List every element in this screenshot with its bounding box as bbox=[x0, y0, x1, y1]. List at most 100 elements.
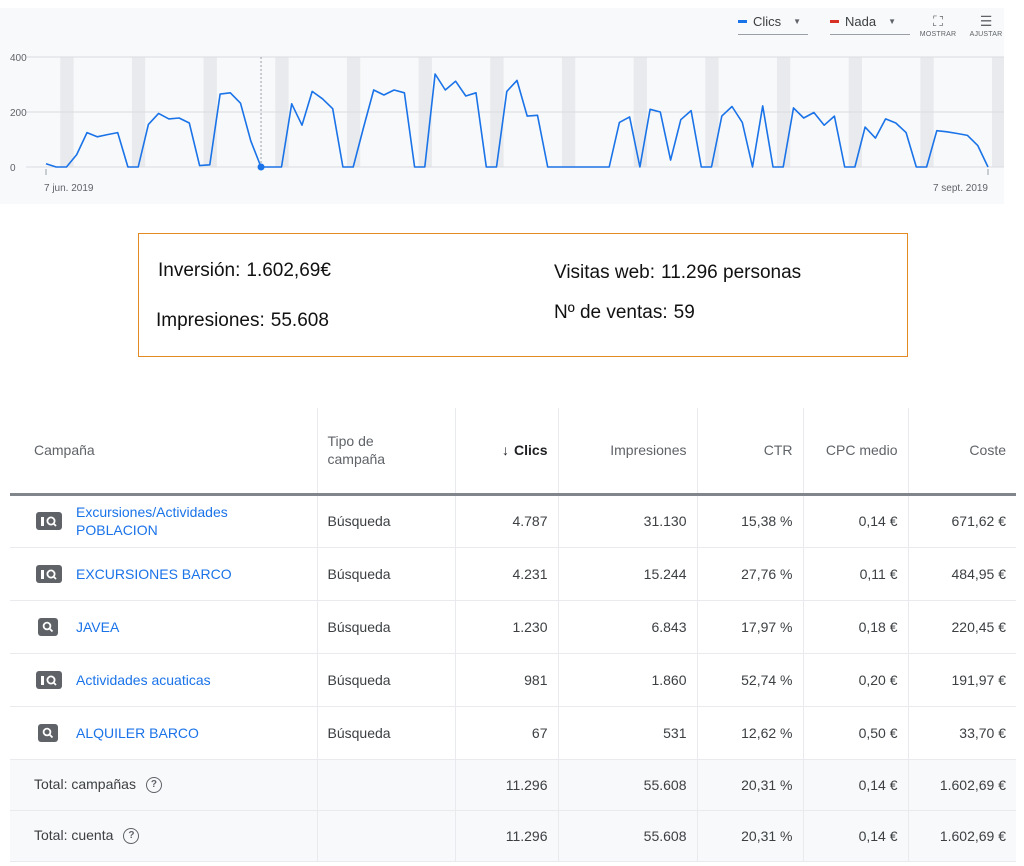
total-row-account: Total: cuenta? 11.296 55.608 20,31 % 0,1… bbox=[10, 810, 1016, 862]
y-tick-label: 200 bbox=[10, 108, 27, 119]
column-header-impressions[interactable]: Impresiones bbox=[557, 408, 697, 496]
campaign-link[interactable]: EXCURSIONES BARCO bbox=[76, 565, 232, 582]
search-icon bbox=[38, 723, 58, 742]
inversion-value: 1.602,69€ bbox=[246, 260, 331, 281]
total-label: Total: cuenta bbox=[34, 826, 114, 843]
ctr-cell: 15,38 % bbox=[696, 494, 803, 548]
clicks-cell: 11.296 bbox=[454, 759, 558, 811]
metric2-swatch bbox=[830, 20, 839, 23]
campaign-type-cell: Búsqueda bbox=[316, 706, 455, 760]
campaign-link[interactable]: Actividades acuaticas bbox=[76, 671, 211, 688]
cost-cell: 1.602,69 € bbox=[907, 810, 1016, 862]
metric2-dropdown[interactable]: Nada ▼ bbox=[830, 14, 910, 35]
ctr-cell: 12,62 % bbox=[696, 706, 803, 760]
campaign-table: Campaña Tipo de campaña ↓ Clics Impresion… bbox=[10, 408, 1016, 862]
clicks-cell: 4.231 bbox=[454, 547, 558, 601]
cpc-cell: 0,18 € bbox=[802, 600, 908, 654]
tune-icon: ☰ bbox=[979, 13, 993, 29]
campaign-type-cell: Búsqueda bbox=[316, 653, 455, 707]
chevron-down-icon: ▼ bbox=[888, 17, 896, 26]
campaign-cell: Excursiones/Actividades POBLACION bbox=[10, 494, 317, 548]
cost-cell: 671,62 € bbox=[907, 494, 1016, 548]
campaign-cell: ALQUILER BARCO bbox=[10, 706, 317, 760]
column-header-campaign[interactable]: Campaña bbox=[10, 408, 317, 496]
campaign-cell: EXCURSIONES BARCO bbox=[10, 547, 317, 601]
campaign-type-header-line2: campaña bbox=[327, 451, 386, 468]
campaign-link[interactable]: Excursiones/Actividades POBLACION bbox=[76, 503, 228, 539]
cost-cell: 33,70 € bbox=[907, 706, 1016, 760]
table-row: ALQUILER BARCO Búsqueda 67 531 12,62 % 0… bbox=[10, 706, 1016, 760]
impressions-cell: 55.608 bbox=[557, 810, 697, 862]
clicks-cell: 11.296 bbox=[454, 810, 558, 862]
help-icon[interactable]: ? bbox=[123, 828, 140, 845]
search-display-icon bbox=[36, 564, 62, 583]
summary-box: Inversión: 1.602,69€ Impresiones: 55.608 V… bbox=[138, 233, 908, 357]
ventas-value: 59 bbox=[673, 302, 695, 323]
x-tick-label: 7 jun. 2019 bbox=[44, 183, 94, 194]
campaign-cell: Actividades acuaticas bbox=[10, 653, 317, 707]
cpc-cell: 0,20 € bbox=[802, 653, 908, 707]
column-header-campaign-type[interactable]: Tipo de campaña bbox=[316, 408, 455, 496]
table-row: EXCURSIONES BARCO Búsqueda 4.231 15.244 … bbox=[10, 547, 1016, 601]
cpc-cell: 0,14 € bbox=[802, 810, 908, 862]
clicks-cell: 1.230 bbox=[454, 600, 558, 654]
metric2-label: Nada bbox=[845, 14, 877, 29]
column-header-cpc[interactable]: CPC medio bbox=[802, 408, 908, 496]
campaign-link[interactable]: ALQUILER BARCO bbox=[76, 724, 199, 741]
campaign-name-line2: POBLACION bbox=[76, 522, 158, 538]
inversion-label: Inversión: bbox=[158, 260, 241, 281]
impresiones-value: 55.608 bbox=[270, 310, 329, 331]
impresiones-stat: Impresiones: 55.608 bbox=[156, 310, 329, 332]
column-header-clicks[interactable]: ↓ Clics bbox=[454, 408, 558, 496]
campaign-link[interactable]: JAVEA bbox=[76, 618, 120, 635]
campaign-cell: JAVEA bbox=[10, 600, 317, 654]
ctr-cell: 20,31 % bbox=[696, 759, 803, 811]
cost-cell: 484,95 € bbox=[907, 547, 1016, 601]
metric1-dropdown[interactable]: Clics ▼ bbox=[738, 14, 808, 35]
impressions-cell: 6.843 bbox=[557, 600, 697, 654]
data-point bbox=[257, 163, 265, 171]
ventas-stat: Nº de ventas: 59 bbox=[554, 302, 695, 324]
ctr-cell: 17,97 % bbox=[696, 600, 803, 654]
column-header-ctr[interactable]: CTR bbox=[696, 408, 803, 496]
column-header-cost[interactable]: Coste bbox=[907, 408, 1016, 496]
ctr-cell: 52,74 % bbox=[696, 653, 803, 707]
metric1-label: Clics bbox=[753, 14, 782, 29]
y-tick-label: 0 bbox=[10, 163, 16, 174]
metric1-swatch bbox=[738, 20, 747, 23]
show-label: MOSTRAR bbox=[919, 31, 957, 38]
empty-cell bbox=[316, 810, 455, 862]
ctr-cell: 20,31 % bbox=[696, 810, 803, 862]
visitas-label: Visitas web: bbox=[554, 262, 656, 283]
y-tick-label: 400 bbox=[10, 53, 27, 64]
impressions-cell: 55.608 bbox=[557, 759, 697, 811]
clicks-line-chart: 0 200 400 7 jun. 2019 7 sept. 2019 bbox=[10, 53, 1004, 194]
cpc-cell: 0,50 € bbox=[802, 706, 908, 760]
performance-chart-panel: 0 200 400 7 jun. 2019 7 sept. 2019 Clics ▼ N… bbox=[0, 8, 1004, 204]
table-row: JAVEA Búsqueda 1.230 6.843 17,97 % 0,18 … bbox=[10, 600, 1016, 654]
inversion-stat: Inversión: 1.602,69€ bbox=[158, 260, 331, 282]
cpc-cell: 0,14 € bbox=[802, 494, 908, 548]
campaign-type-header-line1: Tipo de bbox=[327, 433, 374, 450]
impressions-cell: 31.130 bbox=[557, 494, 697, 548]
table-row: Actividades acuaticas Búsqueda 981 1.860… bbox=[10, 653, 1016, 707]
ventas-label: Nº de ventas: bbox=[554, 302, 668, 323]
impressions-cell: 1.860 bbox=[557, 653, 697, 707]
clicks-cell: 67 bbox=[454, 706, 558, 760]
search-display-icon bbox=[36, 512, 62, 530]
search-icon bbox=[38, 617, 58, 636]
empty-cell bbox=[316, 759, 455, 811]
help-icon[interactable]: ? bbox=[145, 777, 162, 794]
table-row: Excursiones/Actividades POBLACION Búsque… bbox=[10, 494, 1016, 548]
x-tick-label: 7 sept. 2019 bbox=[933, 183, 988, 194]
impresiones-label: Impresiones: bbox=[156, 310, 265, 331]
adjust-button[interactable]: ☰ AJUSTAR bbox=[956, 12, 1016, 40]
visitas-value: 11.296 personas bbox=[661, 262, 802, 283]
cost-cell: 220,45 € bbox=[907, 600, 1016, 654]
sort-descending-icon: ↓ bbox=[502, 442, 510, 459]
cost-cell: 191,97 € bbox=[907, 653, 1016, 707]
total-row-campaigns: Total: campañas? 11.296 55.608 20,31 % 0… bbox=[10, 759, 1016, 811]
campaign-type-cell: Búsqueda bbox=[316, 600, 455, 654]
impressions-cell: 15.244 bbox=[557, 547, 697, 601]
expand-button[interactable]: ⛶ MOSTRAR bbox=[908, 12, 968, 40]
